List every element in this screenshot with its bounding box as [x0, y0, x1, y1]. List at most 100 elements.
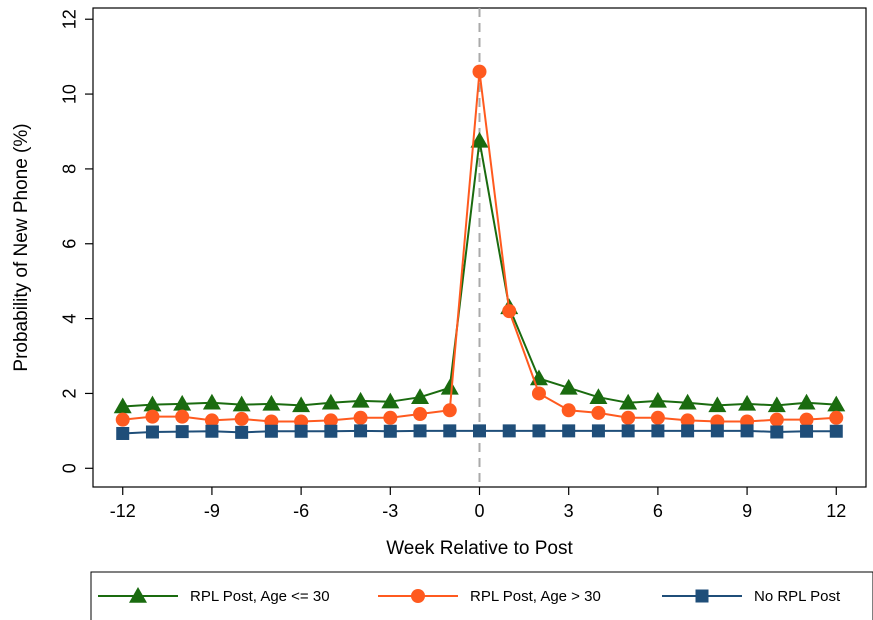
- data-point: [770, 425, 784, 439]
- data-point: [115, 412, 130, 427]
- data-point: [232, 395, 251, 412]
- data-point: [829, 424, 843, 438]
- data-point: [651, 424, 665, 438]
- data-point: [442, 403, 457, 418]
- y-tick-label: 6: [59, 239, 79, 249]
- data-point: [235, 425, 249, 439]
- data-point: [621, 410, 636, 425]
- data-point: [797, 393, 816, 410]
- data-point: [440, 378, 459, 395]
- x-tick-label: 6: [653, 501, 663, 521]
- data-point: [324, 424, 338, 438]
- data-point: [470, 131, 489, 148]
- data-point: [621, 424, 635, 438]
- data-point: [173, 394, 192, 411]
- data-point: [351, 391, 370, 408]
- data-point: [113, 397, 132, 414]
- data-point: [321, 393, 340, 410]
- data-point: [143, 395, 162, 412]
- data-point: [531, 386, 546, 401]
- legend-box: [90, 571, 873, 620]
- data-point: [562, 424, 576, 438]
- data-point: [680, 413, 695, 428]
- data-point: [292, 396, 311, 413]
- legend-label: RPL Post, Age <= 30: [190, 588, 330, 605]
- data-point: [559, 378, 578, 395]
- data-point: [767, 396, 786, 413]
- data-point: [353, 410, 368, 425]
- data-point: [740, 424, 754, 438]
- y-axis-title: Probability of New Phone (%): [11, 123, 32, 371]
- data-point: [591, 424, 605, 438]
- x-tick-label: -9: [204, 501, 220, 521]
- data-point: [473, 424, 486, 438]
- x-tick-label: 9: [742, 501, 752, 521]
- data-point: [145, 409, 160, 424]
- data-point: [411, 388, 430, 404]
- data-point: [738, 394, 757, 411]
- x-tick-label: -3: [382, 501, 398, 521]
- legend-item: RPL Post, Age > 30: [378, 588, 601, 605]
- legend-label: No RPL Post: [754, 588, 841, 605]
- data-point: [175, 409, 190, 424]
- data-point: [678, 393, 697, 410]
- legend-marker: [411, 589, 425, 603]
- data-point: [681, 424, 695, 438]
- data-point: [619, 393, 638, 410]
- data-point: [205, 424, 219, 438]
- data-point: [561, 403, 576, 418]
- data-point: [145, 425, 159, 439]
- data-point: [591, 405, 606, 420]
- x-tick-label: -12: [110, 501, 136, 521]
- data-point: [532, 424, 546, 438]
- legend-item: RPL Post, Age <= 30: [98, 587, 330, 605]
- data-point: [443, 424, 457, 438]
- data-point: [650, 410, 665, 425]
- data-point: [502, 424, 516, 438]
- legend-marker: [129, 587, 147, 603]
- x-tick-label: -6: [293, 501, 309, 521]
- data-point: [204, 413, 219, 428]
- data-point: [710, 424, 724, 438]
- data-point: [234, 411, 249, 426]
- legend: RPL Post, Age <= 30 RPL Post, Age > 30 No …: [90, 571, 873, 620]
- data-point: [708, 396, 727, 413]
- series-square: [116, 424, 843, 440]
- data-point: [202, 393, 221, 410]
- data-point: [648, 391, 667, 408]
- x-tick-label: 0: [474, 501, 484, 521]
- y-tick-label: 10: [59, 84, 79, 104]
- data-point: [383, 410, 398, 425]
- data-point: [799, 412, 814, 427]
- data-point: [381, 392, 400, 409]
- y-tick-label: 4: [59, 314, 79, 324]
- data-point: [472, 64, 487, 79]
- legend-item: No RPL Post: [662, 588, 841, 605]
- data-point: [413, 407, 428, 422]
- data-point: [262, 394, 281, 411]
- data-point: [294, 424, 308, 438]
- data-point: [800, 424, 814, 438]
- y-tick-label: 2: [59, 388, 79, 398]
- data-point: [769, 412, 784, 427]
- data-point: [175, 425, 189, 439]
- data-point: [323, 413, 338, 428]
- y-tick-label: 8: [59, 164, 79, 174]
- series-circle: [115, 64, 844, 429]
- data-point: [383, 424, 397, 438]
- data-point: [116, 426, 130, 440]
- data-point: [413, 424, 427, 438]
- y-tick-label: 12: [59, 9, 79, 29]
- x-axis-title: Week Relative to Post: [386, 538, 573, 559]
- data-point: [829, 410, 844, 425]
- series-layer: [113, 64, 846, 440]
- x-tick-label: 12: [826, 501, 846, 521]
- data-point: [827, 395, 846, 412]
- legend-label: RPL Post, Age > 30: [470, 588, 601, 605]
- data-point: [589, 388, 608, 404]
- data-point: [264, 424, 278, 438]
- y-tick-label: 0: [59, 463, 79, 473]
- x-tick-label: 3: [564, 501, 574, 521]
